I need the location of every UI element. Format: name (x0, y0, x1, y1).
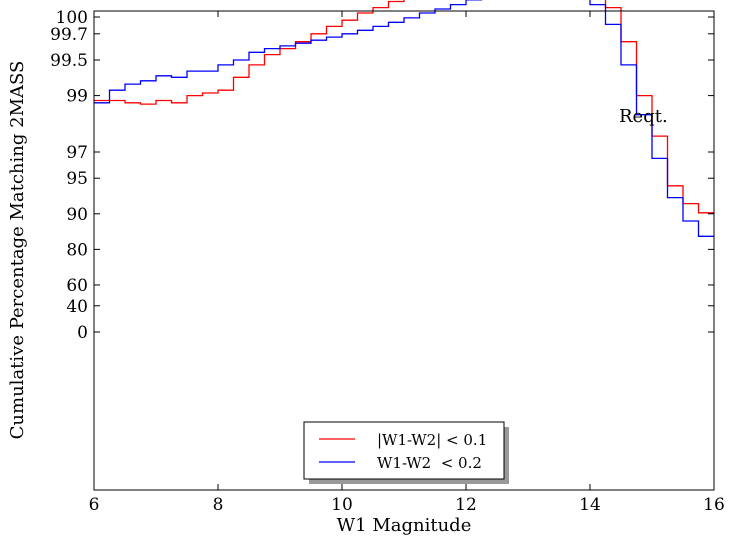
y-tick-label: 80 (66, 240, 88, 260)
plot-layer (94, 0, 714, 237)
legend-box (303, 421, 505, 480)
y-tick-label: 95 (66, 169, 88, 189)
series-line-1 (94, 0, 714, 237)
y-tick-label: 100 (56, 8, 88, 28)
y-tick-label: 99 (66, 87, 88, 107)
x-tick-label: 10 (331, 495, 353, 515)
y-tick-label: 60 (66, 276, 88, 296)
y-tick-label: 97 (66, 143, 88, 163)
y-tick-label: 99.7 (50, 25, 88, 45)
y-tick-label: 0 (77, 323, 88, 343)
x-axis-title: W1 Magnitude (337, 515, 472, 536)
series-line-0 (94, 0, 714, 214)
x-tick-label: 16 (703, 495, 725, 515)
legend: |W1-W2| < 0.1 W1-W2 < 0.2 (303, 421, 509, 484)
plot-frame (93, 10, 715, 491)
x-tick-label: 14 (579, 495, 601, 515)
legend-label-red: |W1-W2| < 0.1 (377, 431, 487, 449)
reference-line-label: Reqt. (619, 106, 668, 127)
y-tick-label: 99.5 (50, 51, 88, 71)
legend-label-blue: W1-W2 < 0.2 (377, 454, 482, 472)
tick-layer: 681012141604060809095979999.599.799.999.… (50, 8, 725, 515)
y-tick-label: 90 (66, 205, 88, 225)
x-tick-label: 6 (89, 495, 100, 515)
y-tick-label: 40 (66, 297, 88, 317)
x-tick-label: 8 (213, 495, 224, 515)
y-axis-title: Cumulative Percentage Matching 2MASS (7, 61, 28, 440)
x-tick-label: 12 (455, 495, 477, 515)
